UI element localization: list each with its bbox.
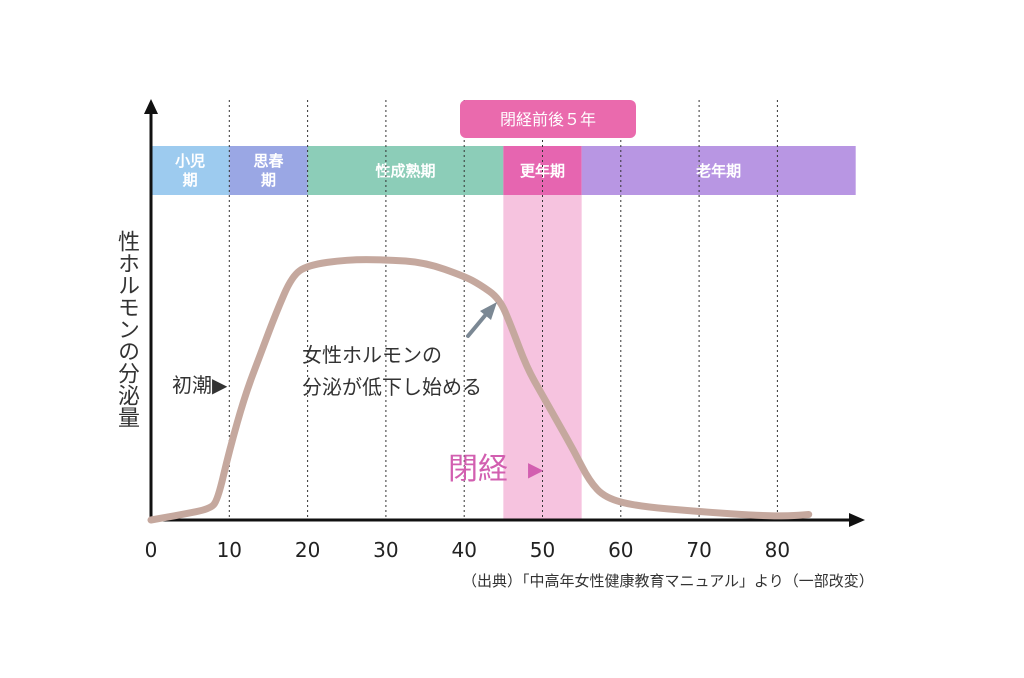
x-tick-label: 70 <box>686 538 711 562</box>
stage-segment <box>229 146 308 195</box>
x-tick-label: 50 <box>530 538 555 562</box>
decline-label-line2: 分泌が低下し始める <box>302 375 482 399</box>
x-tick-label: 40 <box>451 538 476 562</box>
stage-segment <box>581 146 856 195</box>
y-axis-arrow <box>144 99 158 114</box>
menopause-label: 閉経 <box>448 452 508 487</box>
decline-label-line1: 女性ホルモンの <box>302 343 442 367</box>
stage-label: 期 <box>183 171 198 189</box>
menopause-period-label: 閉経前後５年 <box>500 110 596 129</box>
stage-label: 性成熟期 <box>375 162 435 180</box>
stage-label: 思春 <box>253 152 283 170</box>
menopause-arrow: ▶ <box>528 457 544 481</box>
x-tick-label: 30 <box>373 538 398 562</box>
stage-label: 小児 <box>175 152 205 170</box>
stage-label: 老年期 <box>695 162 741 180</box>
decline-arrow-shaft <box>466 310 490 338</box>
x-tick-label: 80 <box>765 538 790 562</box>
stage-segment <box>151 146 230 195</box>
stage-segment <box>307 146 504 195</box>
hormone-curve <box>147 256 813 524</box>
decline-arrow-head <box>480 302 497 320</box>
x-tick-labels: 0 10 20 30 40 50 60 70 80 <box>145 538 790 562</box>
x-axis-arrow <box>849 513 865 527</box>
menarche-label: 初潮▶ <box>172 373 228 397</box>
stage-label: 期 <box>261 171 276 189</box>
menopause-period-box <box>460 100 636 138</box>
source-note: （出典）「中高年女性健康教育マニュアル」より（一部改変） <box>462 572 874 590</box>
x-tick-label: 20 <box>295 538 320 562</box>
y-axis-label: 性ホルモンの分泌量 <box>114 230 139 428</box>
x-tick-label: 10 <box>217 538 242 562</box>
x-tick-label: 0 <box>145 538 158 562</box>
x-tick-label: 60 <box>608 538 633 562</box>
